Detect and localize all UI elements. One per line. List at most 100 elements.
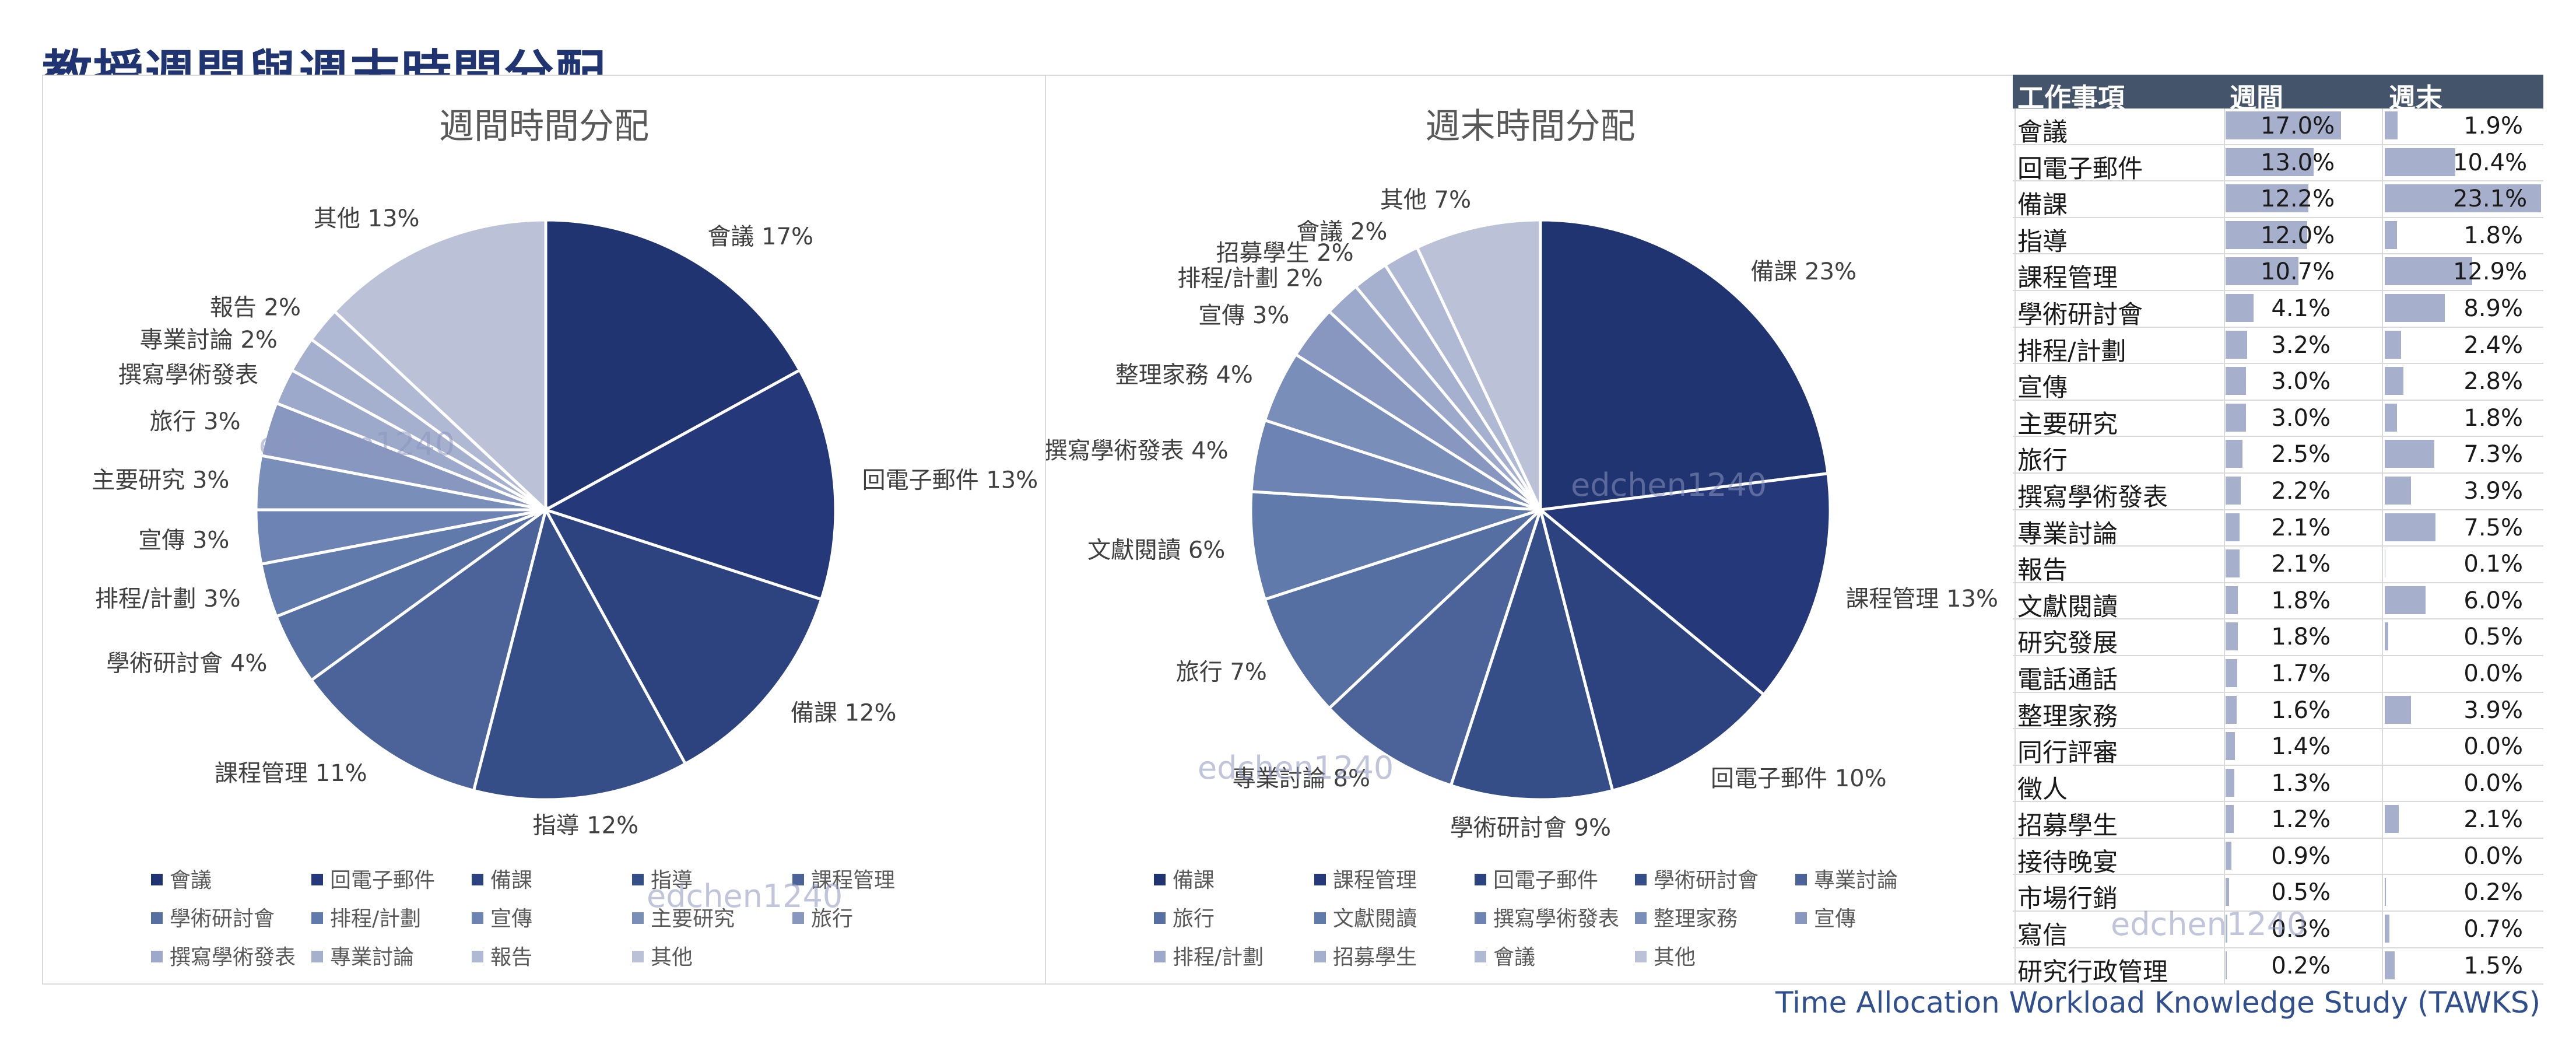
weekend-value: 0.0% <box>2463 660 2523 687</box>
legend-swatch <box>1154 874 1166 885</box>
legend-item: 學術研討會 <box>151 902 275 932</box>
legend-item: 學術研討會 <box>1635 863 1759 894</box>
legend-label: 宣傳 <box>1814 907 1856 931</box>
pie-slice-label: 宣傳 3% <box>138 527 229 554</box>
weekend-bar <box>2385 403 2397 432</box>
legend-swatch <box>1635 951 1647 962</box>
weekday-value: 1.2% <box>2271 806 2331 834</box>
pie-slice-label: 會議 2% <box>1296 218 1387 245</box>
weekday-bar <box>2226 805 2234 834</box>
weekend-value: 0.0% <box>2463 842 2523 870</box>
legend-swatch <box>632 951 644 962</box>
legend-swatch <box>472 912 483 924</box>
weekend-bar <box>2385 330 2401 359</box>
table-row: 寫信 0.3% 0.7% <box>2013 912 2543 950</box>
row-item-name: 課程管理 <box>2017 264 2118 293</box>
pie-slice-label: 撰寫學術發表 <box>118 362 258 388</box>
weekday-value: 1.4% <box>2271 733 2331 761</box>
row-item-name: 報告 <box>2017 556 2068 586</box>
legend-label: 專業討論 <box>330 946 415 969</box>
weekend-value: 1.9% <box>2463 113 2523 139</box>
legend-item: 指導 <box>632 863 693 894</box>
legend-label: 文獻閱讀 <box>1333 907 1417 931</box>
weekday-value: 0.5% <box>2271 879 2331 906</box>
legend-label: 撰寫學術發表 <box>170 946 296 969</box>
column-header-weekday: 週間 <box>2230 82 2283 114</box>
row-item-name: 文獻閱讀 <box>2017 592 2118 622</box>
pie-slice-label: 學術研討會 9% <box>1450 815 1611 842</box>
weekend-legend: 備課 課程管理 回電子郵件 學術研討會 專業討論 旅行 文獻閱讀 撰寫學術發表 整理家務 宣傳 排程… <box>1154 863 1970 980</box>
weekday-value: 3.0% <box>2271 404 2331 432</box>
legend-swatch <box>311 912 323 924</box>
pie-slice-專業討論 <box>1327 509 1542 787</box>
table-row: 專業討論 2.1% 7.5% <box>2013 510 2543 549</box>
legend-swatch <box>1154 912 1166 924</box>
table-row: 同行評審 1.4% 0.0% <box>2013 729 2543 768</box>
legend-swatch <box>632 912 644 924</box>
weekday-bar <box>2226 440 2243 468</box>
weekend-bar <box>2385 695 2412 724</box>
legend-swatch <box>792 912 804 924</box>
table-row: 徵人 1.3% 0.0% <box>2013 766 2543 804</box>
pie-slice-備課 <box>1539 218 1830 512</box>
legend-label: 排程/計劃 <box>330 907 422 931</box>
weekend-value: 0.0% <box>2463 733 2523 761</box>
weekday-bar <box>2226 330 2248 359</box>
pie-slice-label: 其他 13% <box>314 205 420 232</box>
watermark: edchen1240 <box>1198 750 1394 786</box>
weekend-bar <box>2385 878 2387 906</box>
legend-item: 課程管理 <box>792 863 895 894</box>
pie-slice-label: 備課 23% <box>1750 258 1856 285</box>
legend-item: 備課 <box>1154 863 1215 894</box>
legend-swatch <box>1795 912 1807 924</box>
legend-label: 課程管理 <box>811 869 896 892</box>
table-row: 接待晚宴 0.9% 0.0% <box>2013 839 2543 877</box>
weekend-value: 7.5% <box>2463 514 2523 541</box>
legend-label: 備課 <box>1173 869 1215 892</box>
row-item-name: 接待晚宴 <box>2017 848 2118 877</box>
weekday-value: 2.5% <box>2271 441 2331 468</box>
legend-label: 旅行 <box>1173 907 1215 931</box>
weekend-bar <box>2385 440 2434 468</box>
legend-label: 其他 <box>1654 946 1696 969</box>
pie-slice-回電子郵件 <box>1538 506 1766 793</box>
pie-slice-label: 課程管理 13% <box>1845 586 1998 612</box>
weekday-value: 3.2% <box>2271 331 2331 359</box>
pie-slice-課程管理 <box>1536 471 1832 697</box>
legend-item: 專業討論 <box>311 940 414 971</box>
table-row: 文獻閱讀 1.8% 6.0% <box>2013 583 2543 622</box>
weekend-value: 2.1% <box>2463 806 2523 834</box>
legend-swatch <box>1314 912 1326 924</box>
weekday-bar <box>2226 513 2240 541</box>
legend-item: 撰寫學術發表 <box>1475 902 1619 932</box>
legend-swatch <box>472 951 483 962</box>
legend-item: 宣傳 <box>1795 902 1856 932</box>
legend-item: 回電子郵件 <box>311 863 435 894</box>
legend-label: 整理家務 <box>1654 907 1738 931</box>
legend-swatch <box>1475 951 1486 962</box>
weekend-bar <box>2385 220 2397 249</box>
row-item-name: 市場行銷 <box>2017 884 2118 914</box>
weekday-bar <box>2226 586 2238 614</box>
table-row: 研究行政管理 0.2% 1.5% <box>2013 948 2543 987</box>
weekend-bar <box>2385 148 2455 176</box>
pie-slice-文獻閱讀 <box>1249 490 1541 601</box>
pie-slice-指導 <box>472 506 687 801</box>
weekday-pie-panel: 週間時間分配 會議 17% 回電子郵件 13% 備課 12% 指導 12% 課程管理 1… <box>42 75 1046 985</box>
table-row: 研究發展 1.8% 0.5% <box>2013 619 2543 658</box>
table-row: 電話通話 1.7% 0.0% <box>2013 656 2543 695</box>
pie-slice-label: 其他 7% <box>1380 187 1471 213</box>
weekday-bar <box>2226 622 2238 651</box>
row-item-name: 排程/計劃 <box>2017 337 2126 366</box>
weekday-bar <box>2226 220 2307 249</box>
weekday-value: 3.0% <box>2271 368 2331 395</box>
table-row: 報告 2.1% 0.1% <box>2013 547 2543 586</box>
table-header: 工作事項 週間 週末 <box>2013 75 2543 114</box>
weekday-value: 0.9% <box>2271 842 2331 870</box>
row-item-name: 學術研討會 <box>2017 300 2143 330</box>
weekday-bar <box>2226 148 2314 176</box>
row-item-name: 徵人 <box>2017 775 2068 804</box>
table-row: 學術研討會 4.1% 8.9% <box>2013 291 2543 330</box>
watermark: edchen1240 <box>647 878 843 915</box>
legend-label: 其他 <box>651 946 693 969</box>
